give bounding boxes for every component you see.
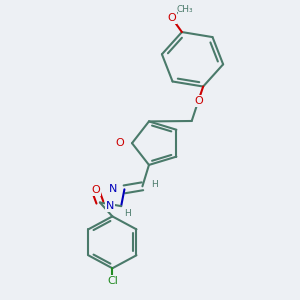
Text: O: O [194,96,203,106]
Text: N: N [106,201,114,211]
Text: O: O [92,184,100,195]
Text: N: N [109,184,117,194]
Text: O: O [168,13,176,23]
Text: Cl: Cl [107,276,118,286]
Text: H: H [124,208,130,217]
Text: O: O [115,138,124,148]
Text: CH₃: CH₃ [177,5,194,14]
Text: H: H [152,180,158,189]
